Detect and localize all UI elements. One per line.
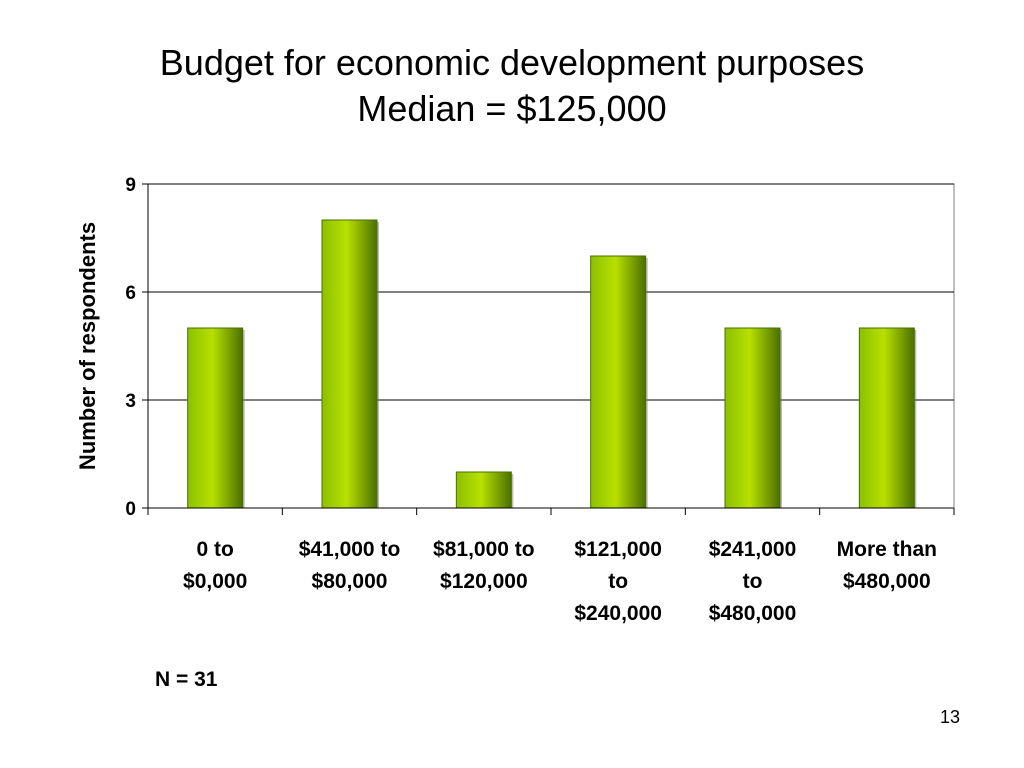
x-category-label: More than $480,000 (837, 538, 937, 593)
bar (321, 219, 378, 509)
y-axis-label: Number of respondents (75, 222, 100, 470)
y-tick-label: 3 (125, 391, 136, 412)
sample-size-note: N = 31 (155, 668, 218, 691)
bar (724, 327, 781, 509)
bar (455, 471, 512, 509)
x-category-label: $241,000 to $480,000 (709, 538, 797, 625)
bar (590, 255, 647, 509)
x-category-label: $121,000 to $240,000 (574, 538, 662, 625)
y-tick-label: 6 (125, 283, 136, 304)
bar (858, 327, 915, 509)
slide-title: Budget for economic development purposes… (0, 40, 1024, 132)
chart-title: Budget for economic development purposes (159, 42, 865, 83)
y-tick-label: 0 (125, 499, 136, 520)
x-category-label: $41,000 to $80,000 (299, 538, 401, 593)
plot-area (147, 183, 955, 509)
chart-subtitle: Median = $125,000 (357, 88, 667, 129)
x-category-label: $81,000 to $120,000 (433, 538, 535, 593)
bar (187, 327, 244, 509)
page-number: 13 (939, 707, 960, 727)
y-tick-label: 9 (125, 175, 136, 196)
x-category-label: 0 to $0,000 (183, 538, 247, 593)
